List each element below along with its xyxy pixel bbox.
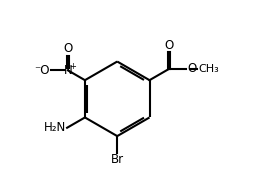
Text: O: O — [187, 62, 196, 75]
Text: CH₃: CH₃ — [198, 64, 219, 74]
Text: O: O — [164, 39, 174, 52]
Text: ⁻O: ⁻O — [34, 64, 49, 77]
Text: +: + — [69, 62, 76, 71]
Text: N: N — [63, 64, 72, 77]
Text: O: O — [63, 42, 72, 55]
Text: Br: Br — [111, 153, 124, 166]
Text: H₂N: H₂N — [44, 121, 66, 134]
